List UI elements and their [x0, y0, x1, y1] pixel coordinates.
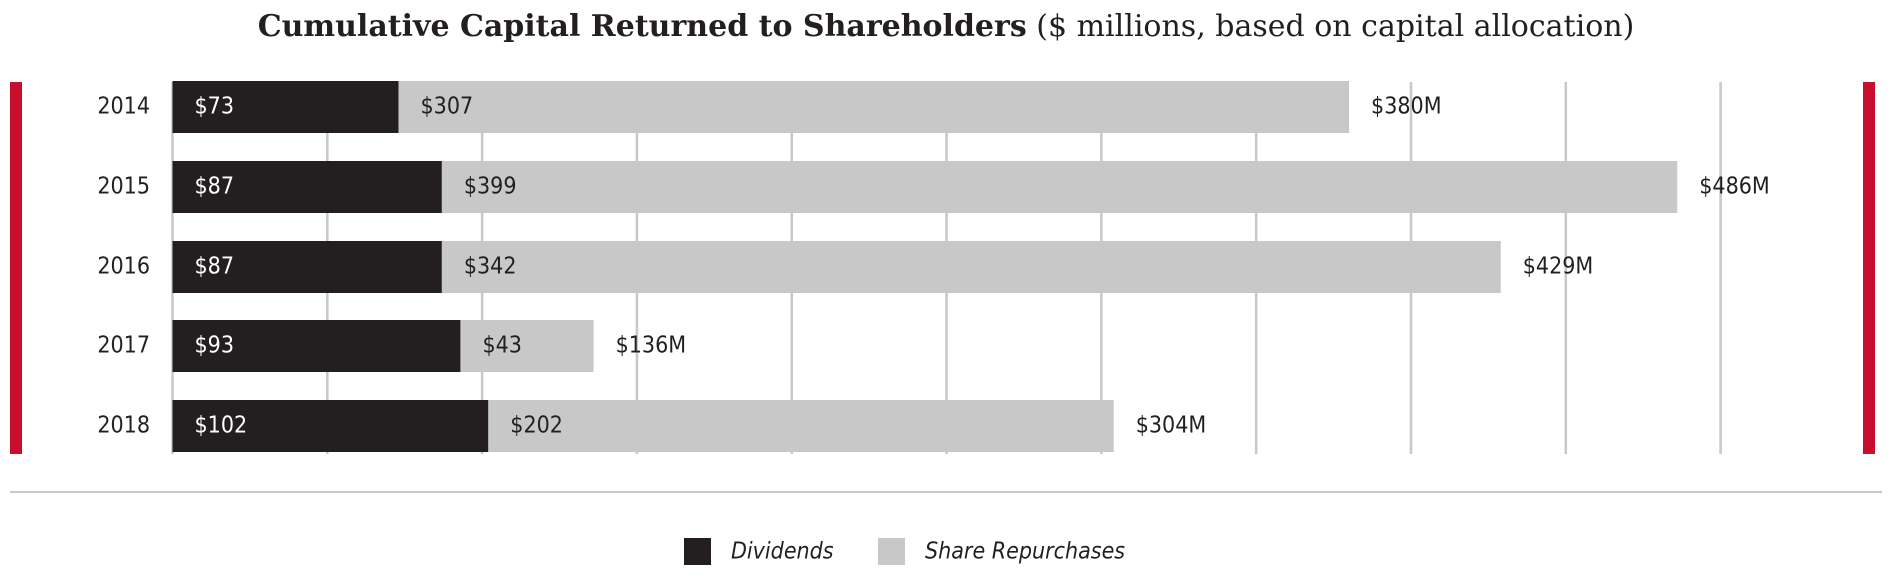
chart-title: Cumulative Capital Returned to Sharehold… [258, 9, 1027, 44]
bar-segment [172, 320, 461, 372]
data-label: $399 [464, 174, 517, 200]
total-label: $136M [616, 333, 687, 359]
data-label: $102 [195, 413, 248, 439]
bar-segment [441, 241, 1501, 293]
y-tick-label: 2018 [97, 413, 150, 439]
bar-segment [441, 161, 1678, 213]
right-accent [1863, 82, 1875, 454]
legend-label: Share Repurchases [925, 539, 1125, 565]
bar-segment [172, 400, 489, 452]
data-label: $73 [195, 94, 235, 120]
y-tick-label: 2015 [97, 174, 150, 200]
data-label: $342 [464, 254, 517, 280]
data-label: $93 [195, 333, 235, 359]
bar-segment [172, 81, 399, 133]
legend: Dividends Share Repurchases [684, 538, 1125, 565]
chart-subtitle: ($ millions, based on capital allocation… [1036, 9, 1634, 44]
legend-swatch [878, 538, 905, 565]
total-label: $486M [1699, 174, 1770, 200]
left-accent [10, 82, 22, 454]
legend-label: Dividends [731, 539, 834, 565]
total-label: $429M [1523, 254, 1594, 280]
y-tick-label: 2017 [97, 333, 150, 359]
bar-segment [398, 81, 1350, 133]
total-label: $304M [1136, 413, 1207, 439]
bars: 2014 $73 $307 $380M 2015 $87 $399 $486M 2016 $87 $… [97, 81, 1770, 452]
data-label: $202 [510, 413, 563, 439]
total-label: $380M [1371, 94, 1442, 120]
y-tick-label: 2014 [97, 94, 150, 120]
bar-segment [488, 400, 1114, 452]
legend-swatch [684, 538, 711, 565]
data-label: $87 [195, 174, 235, 200]
data-label: $307 [421, 94, 474, 120]
bar-segment [460, 320, 594, 372]
data-label: $87 [195, 254, 235, 280]
bar-segment [172, 241, 442, 293]
y-tick-label: 2016 [97, 254, 150, 280]
chart-title-line: Cumulative Capital Returned to Sharehold… [258, 9, 1635, 44]
bar-segment [172, 161, 442, 213]
data-label: $43 [482, 333, 522, 359]
